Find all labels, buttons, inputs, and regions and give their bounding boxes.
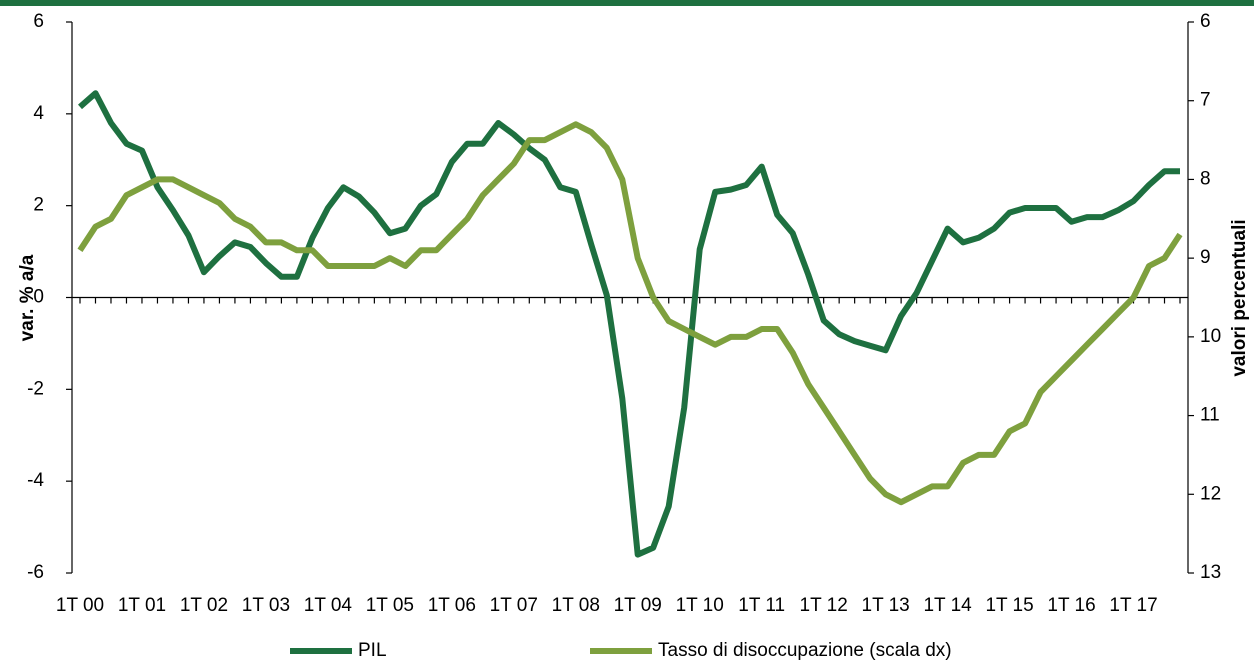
x-tick-label: 1T 08 <box>552 595 600 616</box>
y-tick-label: 0 <box>33 287 44 308</box>
y2-tick-label: 12 <box>1200 483 1221 504</box>
x-tick-label: 1T 17 <box>1109 595 1157 616</box>
y2-axis-label: valori percentuali <box>1229 219 1250 376</box>
x-tick-label: 1T 09 <box>614 595 662 616</box>
y-tick-label: 2 <box>33 195 44 216</box>
y2-tick-label: 13 <box>1200 562 1221 583</box>
legend-label: PIL <box>358 640 387 661</box>
y-tick-label: 4 <box>33 103 44 124</box>
x-tick-label: 1T 16 <box>1047 595 1095 616</box>
x-tick-label: 1T 00 <box>56 595 104 616</box>
series-line <box>78 90 1180 558</box>
x-tick-label: 1T 02 <box>180 595 228 616</box>
x-tick-label: 1T 06 <box>428 595 476 616</box>
x-tick-label: 1T 03 <box>242 595 290 616</box>
y2-tick-label: 6 <box>1200 11 1211 32</box>
legend-label: Tasso di disoccupazione (scala dx) <box>658 640 952 661</box>
y2-tick-label: 9 <box>1200 247 1211 268</box>
y-tick-label: 6 <box>33 11 44 32</box>
x-tick-label: 1T 05 <box>366 595 414 616</box>
x-tick-label: 1T 04 <box>304 595 353 616</box>
x-tick-label: 1T 13 <box>862 595 910 616</box>
x-tick-label: 1T 14 <box>923 595 972 616</box>
top-band <box>0 0 1254 6</box>
x-tick-label: 1T 01 <box>118 595 166 616</box>
series-line <box>77 121 1183 506</box>
y-tick-label: -2 <box>27 378 44 399</box>
y-tick-label: -6 <box>27 562 44 583</box>
y-axis-label: var. % a/a <box>17 254 38 341</box>
x-tick-label: 1T 07 <box>490 595 538 616</box>
y-tick-label: -4 <box>27 470 44 491</box>
x-tick-label: 1T 12 <box>800 595 848 616</box>
x-tick-label: 1T 10 <box>676 595 724 616</box>
y2-tick-label: 8 <box>1200 168 1211 189</box>
y2-tick-label: 7 <box>1200 90 1211 111</box>
x-tick-label: 1T 15 <box>985 595 1033 616</box>
y2-tick-label: 11 <box>1200 405 1220 426</box>
x-tick-label: 1T 11 <box>738 595 785 616</box>
y2-tick-label: 10 <box>1200 326 1221 347</box>
